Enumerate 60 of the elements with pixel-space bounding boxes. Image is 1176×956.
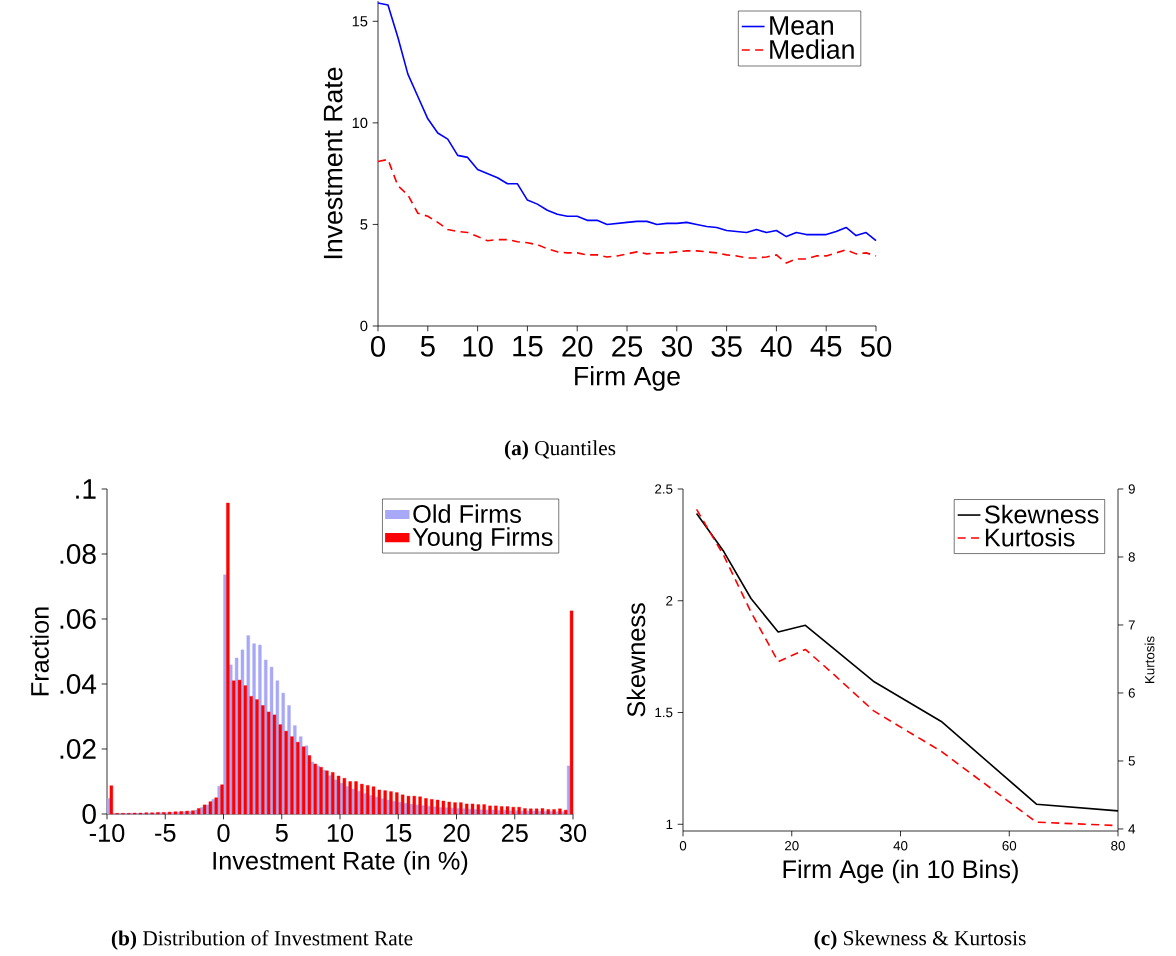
y-axis-title: Fraction: [30, 607, 49, 696]
y2-tick-label: 8: [1128, 552, 1135, 562]
y2-tick-label: 7: [1128, 620, 1135, 630]
x-tick-label: 15: [386, 824, 412, 842]
x-tick-label: 40: [893, 841, 908, 851]
y-tick-label: 0: [82, 804, 96, 824]
legend-label: Median: [770, 39, 854, 59]
x-tick-label: -5: [155, 824, 176, 842]
y2-axis-title: Kurtosis: [1144, 636, 1155, 683]
y2-tick-label: 4: [1128, 824, 1136, 834]
y2-tick-label: 6: [1128, 688, 1135, 698]
y2-tick-label: 5: [1128, 756, 1135, 766]
y-tick-label: .06: [60, 609, 96, 629]
text: (c) Skewness & Kurtosis: [814, 930, 1026, 950]
legend-label: Kurtosis: [985, 527, 1075, 547]
y-tick-label: 1.5: [655, 707, 673, 718]
legend-label: Skewness: [985, 504, 1099, 524]
x-tick-label: 25: [501, 824, 528, 842]
x-tick-label: 5: [275, 824, 288, 842]
x-tick-label: -10: [89, 824, 125, 842]
legend-label: Young Firms: [412, 527, 553, 551]
y-tick-label: 10: [352, 117, 368, 129]
x-axis-title: Firm Age: [575, 365, 680, 391]
y-tick-label: .04: [60, 674, 97, 694]
text: (b) Distribution of Investment Rate: [111, 930, 413, 950]
x-tick-label: 35: [711, 336, 742, 357]
y-tick-label: .02: [60, 739, 96, 759]
x-tick-label: 60: [1002, 841, 1017, 851]
x-tick-label: 0: [217, 824, 230, 842]
y-tick-label: 2.5: [655, 484, 673, 494]
y-tick-label: 15: [352, 16, 368, 27]
x-tick-label: 20: [785, 841, 799, 851]
x-tick-label: 25: [612, 336, 643, 357]
x-tick-label: 10: [327, 824, 354, 842]
x-tick-label: 10: [463, 336, 493, 357]
x-tick-label: 80: [1111, 841, 1125, 851]
y-axis-title: Skewness: [626, 603, 646, 717]
x-axis-title: Firm Age (in 10 Bins): [783, 859, 1018, 884]
y-tick-label: 0: [360, 320, 368, 332]
x-axis-title: Investment Rate (in %): [213, 851, 468, 875]
text: (a) Quantiles: [504, 440, 616, 460]
x-tick-label: 40: [760, 336, 792, 357]
x-tick-label: 0: [679, 841, 687, 851]
x-tick-label: 5: [420, 336, 435, 357]
x-tick-label: 50: [860, 336, 892, 357]
x-tick-label: 15: [513, 336, 543, 357]
y-tick-label: 5: [360, 219, 368, 230]
y2-tick-label: 9: [1128, 484, 1135, 494]
y-axis-title: Investment Rate: [323, 67, 343, 259]
x-tick-label: 45: [810, 336, 842, 357]
x-tick-label: 30: [661, 336, 692, 357]
y-tick-label: .08: [60, 544, 96, 564]
legend-label: Mean: [770, 16, 833, 35]
legend-label: Old Firms: [413, 504, 521, 523]
x-tick-label: 30: [559, 824, 587, 842]
y-tick-label: 2: [666, 596, 673, 606]
y-tick-label: 1: [666, 819, 673, 829]
x-tick-label: 20: [443, 824, 470, 842]
x-tick-label: 20: [562, 336, 593, 357]
y-tick-label: .1: [76, 479, 96, 499]
